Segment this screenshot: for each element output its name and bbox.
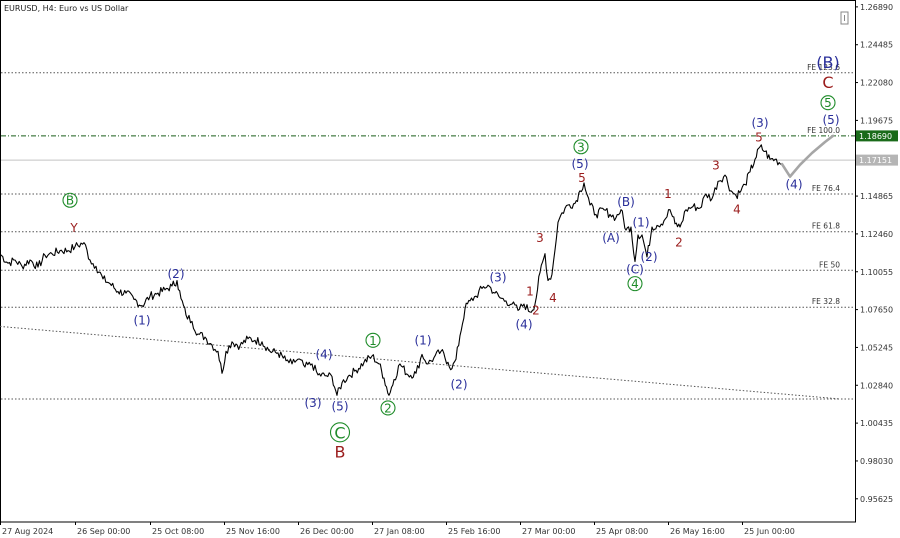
wave-label-35: (5) xyxy=(823,113,840,127)
x-tick-label-6: 25 Feb 16:00 xyxy=(448,527,500,536)
plot-frame xyxy=(0,0,856,523)
level-label-3: FE 76.4 xyxy=(812,184,840,193)
x-tick-label-2: 25 Oct 08:00 xyxy=(152,527,204,536)
wave-label-25: (2) xyxy=(641,250,658,264)
wave-label-23: (B) xyxy=(617,195,635,209)
wave-circle-21 xyxy=(573,139,589,155)
wave-label-5: (3) xyxy=(305,396,322,410)
wave-label-31: 4 xyxy=(733,203,741,217)
y-tick-label-0: 1.26890 xyxy=(860,3,893,12)
wave-label-0: Y xyxy=(69,221,78,235)
wave-label-27: 4 xyxy=(631,277,639,291)
x-tick-label-0: 27 Aug 2024 xyxy=(2,527,53,536)
x-tick-label-8: 25 Apr 08:00 xyxy=(596,527,648,536)
wave-label-8: B xyxy=(335,443,346,462)
wave-label-9: 1 xyxy=(369,334,377,348)
wave-label-17: 3 xyxy=(536,231,544,245)
x-tick-label-9: 26 May 16:00 xyxy=(670,527,725,536)
wave-label-30: 3 xyxy=(712,159,720,173)
wave-label-15: 2 xyxy=(532,303,540,317)
y-tick-label-12: 0.98030 xyxy=(860,457,893,466)
y-tick-label-7: 1.10055 xyxy=(860,268,893,277)
x-tick-label-7: 27 Mar 00:00 xyxy=(522,527,575,536)
wave-label-26: (C) xyxy=(626,262,644,276)
wave-label-14: 1 xyxy=(526,285,534,299)
y-tick-label-9: 1.05245 xyxy=(860,343,893,352)
y-tick-label-3: 1.19675 xyxy=(860,116,893,125)
wave-label-20: (5) xyxy=(572,157,589,171)
wave-circle-9 xyxy=(365,332,381,348)
highlight-price-label: 1.18690 xyxy=(859,132,892,141)
wave-label-28: 1 xyxy=(664,187,672,201)
current-price-label: 1.17151 xyxy=(859,156,892,165)
wave-label-19: 5 xyxy=(578,171,586,185)
wave-label-38: (B) xyxy=(816,53,839,72)
wave-label-2: (2) xyxy=(168,267,185,281)
level-label-0: FE 123.6 xyxy=(807,63,840,72)
wave-label-34: (4) xyxy=(786,178,803,192)
x-tick-label-4: 26 Dec 00:00 xyxy=(300,527,354,536)
y-tick-label-6: 1.12460 xyxy=(860,230,893,239)
chart-title: EURUSD, H4: Euro vs US Dollar xyxy=(4,4,129,13)
wave-label-7: C xyxy=(334,423,345,442)
wave-label-3: (1) xyxy=(134,314,151,328)
highlight-price-badge xyxy=(856,130,898,142)
wave-label-21: 3 xyxy=(577,140,585,154)
wave-circle-27 xyxy=(627,276,643,292)
wave-circle-10 xyxy=(380,400,396,416)
wave-label-33: 5 xyxy=(755,130,763,144)
wave-label-24: (1) xyxy=(633,215,650,229)
wave-label-22: (A) xyxy=(602,231,620,245)
price-line xyxy=(0,144,783,396)
current-price-badge xyxy=(856,154,898,166)
wave-label-13: (3) xyxy=(490,270,507,284)
level-label-1: FE 100.0 xyxy=(807,126,840,135)
projection-line xyxy=(780,134,835,178)
wave-label-29: 2 xyxy=(675,236,683,250)
wave-label-12: (2) xyxy=(451,377,468,391)
wave-label-11: (1) xyxy=(415,333,432,347)
y-tick-label-5: 1.14865 xyxy=(860,192,893,201)
wave-label-32: (3) xyxy=(752,116,769,130)
wave-label-16: (4) xyxy=(516,318,533,332)
wave-label-36: 5 xyxy=(824,96,832,110)
wave-label-6: (5) xyxy=(332,399,349,413)
trend-line xyxy=(0,325,841,400)
wave-circle-7 xyxy=(329,422,351,443)
level-label-6: FE 32.8 xyxy=(812,297,840,306)
y-tick-label-1: 1.24485 xyxy=(860,41,893,50)
x-tick-label-3: 25 Nov 16:00 xyxy=(226,527,280,536)
y-tick-label-10: 1.02840 xyxy=(860,381,893,390)
level-label-5: FE 50 xyxy=(819,260,840,269)
wave-label-1: B xyxy=(66,194,74,208)
y-tick-label-13: 0.95625 xyxy=(860,495,893,504)
wave-label-18: 4 xyxy=(549,291,557,305)
x-tick-label-5: 27 Jan 08:00 xyxy=(374,527,425,536)
wave-label-10: 2 xyxy=(384,401,392,415)
wave-label-4: (4) xyxy=(316,347,333,361)
y-tick-label-8: 1.07650 xyxy=(860,306,893,315)
wave-circle-1 xyxy=(62,192,78,208)
y-tick-label-2: 1.22080 xyxy=(860,79,893,88)
x-tick-label-1: 26 Sep 00:00 xyxy=(77,527,130,536)
level-label-4: FE 61.8 xyxy=(812,222,840,231)
x-tick-label-10: 25 Jun 00:00 xyxy=(744,527,795,536)
wave-label-37: C xyxy=(822,73,833,92)
wave-circle-36 xyxy=(820,95,836,111)
y-tick-label-11: 1.00435 xyxy=(860,419,893,428)
